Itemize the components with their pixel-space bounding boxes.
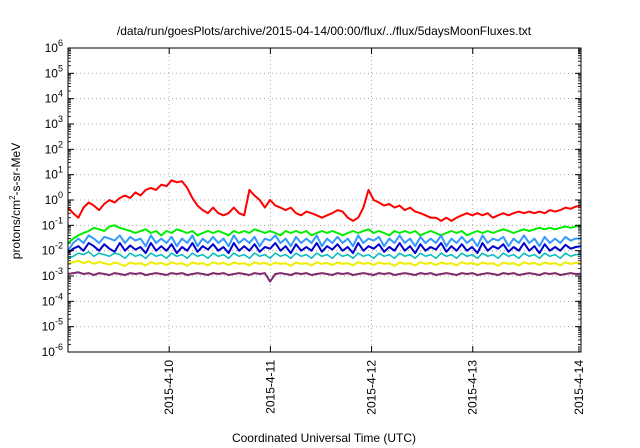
axis-ticks: 10610510410310210110010-110-210-310-410-… bbox=[42, 38, 586, 415]
y-tick-label-base: 10 bbox=[45, 193, 59, 207]
y-tick-label-exp: -1 bbox=[55, 215, 63, 225]
y-axis-label: protons/cm2-s-sr-MeV bbox=[8, 143, 23, 259]
y-tick-label-base: 10 bbox=[42, 320, 56, 334]
chart-title: /data/run/goesPlots/archive/2015-04-14/0… bbox=[117, 24, 532, 38]
y-tick-label-base: 10 bbox=[45, 117, 59, 131]
x-axis-label: Coordinated Universal Time (UTC) bbox=[232, 431, 416, 445]
y-tick-label-exp: -5 bbox=[55, 317, 63, 327]
series-line-2 bbox=[67, 224, 582, 244]
y-tick-label-base: 10 bbox=[42, 294, 56, 308]
y-tick-label: 106 bbox=[45, 38, 63, 55]
x-tick-label: 2015-4-10 bbox=[162, 360, 176, 415]
y-axis-label-rest: -s-sr-MeV bbox=[9, 143, 23, 196]
x-tick-label: 2015-4-12 bbox=[365, 360, 379, 415]
x-tick-label: 2015-4-14 bbox=[572, 360, 586, 415]
y-tick-label-exp: -2 bbox=[55, 241, 63, 251]
y-tick-label-exp: 6 bbox=[58, 38, 63, 48]
y-tick-label: 10-6 bbox=[42, 342, 63, 359]
y-tick-label: 10-2 bbox=[42, 241, 63, 258]
y-tick-label-base: 10 bbox=[45, 168, 59, 182]
y-tick-label-exp: -6 bbox=[55, 342, 63, 352]
y-tick-label-exp: 1 bbox=[58, 165, 63, 175]
y-tick-label: 10-5 bbox=[42, 317, 63, 334]
series-line-5 bbox=[67, 251, 581, 260]
y-tick-label-base: 10 bbox=[45, 41, 59, 55]
y-axis-label-sup: 2 bbox=[8, 195, 17, 200]
y-tick-label-base: 10 bbox=[42, 218, 56, 232]
y-tick-label: 10-4 bbox=[42, 291, 63, 308]
y-tick-label-exp: 4 bbox=[58, 89, 63, 99]
series-line-6 bbox=[67, 259, 582, 267]
series-line-3 bbox=[67, 234, 581, 252]
y-tick-label-exp: 2 bbox=[58, 139, 63, 149]
series-group bbox=[67, 179, 582, 283]
series-line-4 bbox=[67, 242, 582, 255]
y-tick-label: 105 bbox=[45, 63, 63, 80]
y-tick-label-exp: 0 bbox=[58, 190, 63, 200]
y-tick-label-base: 10 bbox=[45, 142, 59, 156]
y-tick-label-base: 10 bbox=[45, 92, 59, 106]
y-tick-label: 103 bbox=[45, 114, 63, 131]
series-line-1 bbox=[67, 179, 582, 222]
y-tick-label-exp: -3 bbox=[55, 266, 63, 276]
x-tick-label: 2015-4-11 bbox=[263, 360, 277, 414]
y-tick-label: 100 bbox=[45, 190, 63, 207]
y-tick-label-base: 10 bbox=[42, 244, 56, 258]
y-tick-label-base: 10 bbox=[42, 345, 56, 359]
y-tick-label-base: 10 bbox=[42, 269, 56, 283]
x-tick-label: 2015-4-13 bbox=[466, 360, 480, 415]
series-line-7 bbox=[67, 271, 581, 283]
y-tick-label: 102 bbox=[45, 139, 63, 156]
y-tick-label-exp: 5 bbox=[58, 63, 63, 73]
grid-lines bbox=[68, 48, 581, 352]
y-tick-label-exp: 3 bbox=[58, 114, 63, 124]
y-tick-label-exp: -4 bbox=[55, 291, 63, 301]
y-tick-label: 10-3 bbox=[42, 266, 63, 283]
y-tick-label-base: 10 bbox=[45, 66, 59, 80]
y-tick-label: 10-1 bbox=[42, 215, 63, 232]
y-tick-label: 101 bbox=[45, 165, 63, 182]
y-axis-label-base: protons/cm bbox=[9, 200, 23, 259]
y-tick-label: 104 bbox=[45, 89, 63, 106]
